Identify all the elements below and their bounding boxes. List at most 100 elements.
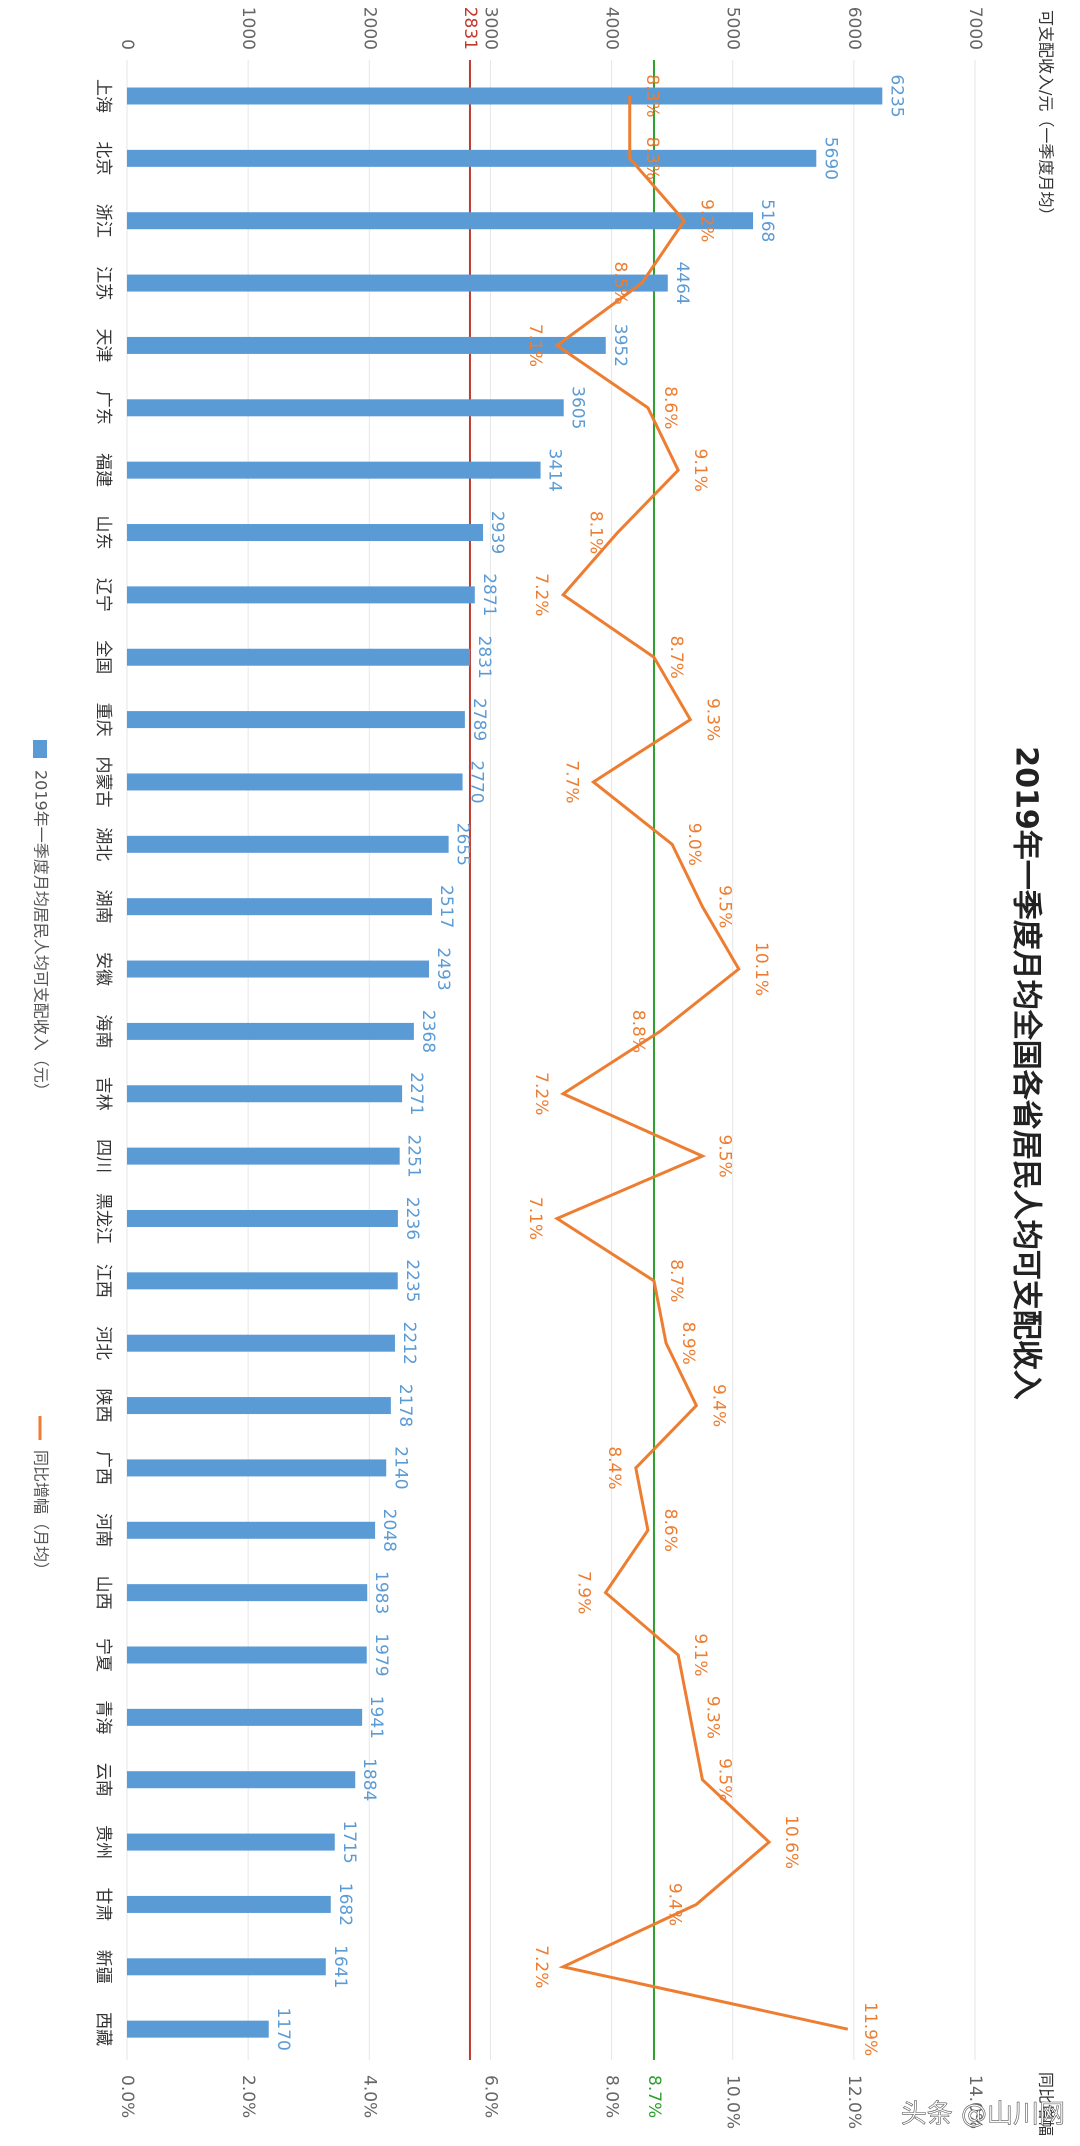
legend-label: 2019年一季度月均居民人均可支配收入（元） [32,770,51,1099]
bar-value-label: 2368 [418,1010,438,1053]
bar [127,835,449,853]
x-tick-label: 广西 [93,1451,113,1485]
y-tick-label: 2000 [359,7,379,50]
bar [127,212,754,230]
bar-value-label: 2831 [474,636,494,679]
line-value-label: 9.0% [684,823,704,866]
bar [126,1958,326,1976]
bar-value-label: 1983 [371,1571,391,1614]
y-tick-label: 7000 [965,7,985,50]
line-value-label: 8.1% [586,511,606,554]
bar [127,648,470,666]
line-value-label: 8.7% [666,636,686,679]
legend-swatch [33,740,47,758]
x-tick-label: 云南 [93,1763,113,1797]
y-axis-title: 可支配收入/元（一季度月均） [1037,10,1056,223]
line-value-label: 8.3% [642,74,662,117]
x-tick-label: 内蒙古 [93,756,113,807]
line-value-label: 9.1% [690,1633,710,1676]
line-value-label: 9.4% [664,1883,684,1926]
x-tick-label: 湖北 [93,827,113,861]
bar [127,1771,356,1789]
bar-value-label: 4464 [672,261,692,304]
bar [127,524,484,542]
bar-value-label: 3414 [545,449,565,492]
y2-tick-label: 2.0% [238,2075,258,2118]
bar-value-label: 1682 [335,1883,355,1926]
x-tick-label: 贵州 [93,1825,113,1859]
line-value-label: 9.3% [702,698,722,741]
line-value-label: 7.1% [525,324,545,367]
bar-value-label: 2517 [436,885,456,928]
rotated-chart: 2019年一季度月均全国各省居民人均可支配收入 可支配收入/元（一季度月均） 同… [32,7,1056,2136]
line-value-label: 8.3% [642,137,662,180]
line-value-label: 7.1% [525,1197,545,1240]
y2-tick-label: 10.0% [723,2075,743,2129]
line-value-label: 8.5% [610,261,630,304]
bar [126,1584,368,1602]
bar [127,461,541,479]
legend-label: 同比增幅（月均） [32,1450,51,1578]
x-tick-label: 北京 [93,141,113,175]
bar [127,1459,387,1477]
bar [127,1022,414,1040]
y2-tick-label: 14.0% [965,2075,985,2129]
bar [127,1085,403,1103]
line-value-label: 8.6% [660,386,680,429]
x-tick-label: 青海 [93,1700,113,1734]
bar [126,274,668,292]
watermark: 头条 @山川网 [901,2100,1065,2130]
x-tick-label: 西藏 [93,2012,113,2046]
y-tick-label: 0 [117,39,137,50]
line-value-label: 9.3% [702,1696,722,1739]
bar [127,1708,363,1726]
line-value-label: 8.6% [660,1509,680,1552]
bar-value-label: 2235 [402,1259,422,1302]
bar [126,1397,391,1415]
bar [126,1646,367,1664]
bar-value-label: 6235 [886,74,906,117]
line-value-label: 7.9% [574,1571,594,1614]
line-value-label: 8.8% [628,1010,648,1053]
line-value-label: 9.5% [714,885,734,928]
x-tick-label: 湖南 [93,890,113,924]
y2-tick-label: 4.0% [359,2075,379,2118]
bar [126,399,564,417]
line-value-label: 10.6% [781,1815,801,1869]
y-tick-label: 5000 [723,7,743,50]
x-tick-label: 宁夏 [93,1638,113,1672]
bar-value-label: 1979 [371,1633,391,1676]
x-tick-label: 新疆 [93,1950,113,1984]
y-tick-label: 4000 [602,7,622,50]
bar-value-label: 1715 [339,1820,359,1863]
bar [127,711,465,729]
chart-title: 2019年一季度月均全国各省居民人均可支配收入 [1009,746,1044,1400]
bar [127,1334,395,1352]
line-value-label: 9.4% [708,1384,728,1427]
bar [127,898,432,916]
bar-value-label: 2770 [467,760,487,803]
x-tick-label: 陕西 [93,1389,113,1423]
line-value-label: 8.7% [666,1259,686,1302]
line-value-label: 8.9% [678,1322,698,1365]
bar [126,2020,269,2038]
x-tick-label: 山东 [93,516,113,550]
bar [127,1272,398,1290]
y-tick-label: 6000 [844,7,864,50]
bar-value-label: 2251 [404,1134,424,1177]
y2-tick-label: 8.0% [602,2075,622,2118]
x-tick-label: 黑龙江 [93,1193,113,1244]
bar-value-label: 2236 [402,1197,422,1240]
y-tick-label: 1000 [238,7,258,50]
x-tick-label: 广东 [93,391,113,425]
bar [127,1147,400,1165]
bar [126,87,883,105]
x-tick-label: 安徽 [93,952,113,986]
x-tick-label: 河北 [93,1326,113,1360]
line-value-label: 11.9% [860,2002,880,2056]
bar [126,1895,331,1913]
bar-value-label: 2212 [399,1322,419,1365]
line-value-label: 9.5% [714,1758,734,1801]
